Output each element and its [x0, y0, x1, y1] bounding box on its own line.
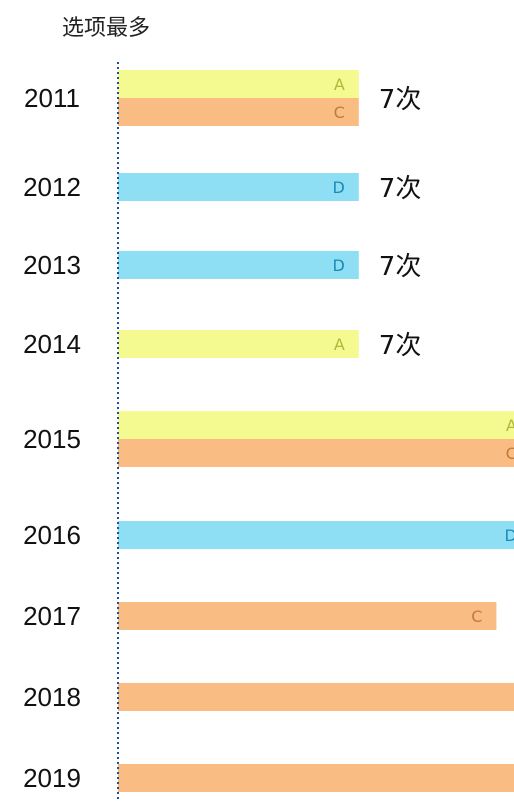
bar-option-label-2015-A: A: [506, 416, 514, 435]
year-label-2014: 2014: [23, 329, 81, 359]
bar-2012-D: [118, 173, 359, 201]
bar-2019-C: [118, 764, 514, 792]
bar-2015-C: [118, 439, 514, 467]
bar-2015-A: [118, 411, 514, 439]
bar-option-label-2012-D: D: [332, 178, 344, 197]
bar-2013-D: [118, 251, 359, 279]
year-label-2013: 2013: [23, 250, 81, 280]
bar-option-label-2015-C: C: [506, 444, 514, 463]
year-label-2015: 2015: [23, 424, 81, 454]
year-label-2011: 2011: [24, 83, 80, 113]
value-label-2012: 7次: [379, 174, 422, 204]
year-label-2012: 2012: [23, 172, 81, 202]
bar-2014-A: [118, 330, 359, 358]
year-label-2017: 2017: [23, 601, 81, 631]
year-label-2019: 2019: [23, 763, 81, 793]
bar-2016-D: [118, 521, 514, 549]
value-label-2014: 7次: [379, 331, 422, 361]
year-label-2016: 2016: [23, 520, 81, 550]
bar-option-label-2016-D: D: [504, 526, 514, 545]
bar-2018-C: [118, 683, 514, 711]
value-label-2011: 7次: [379, 85, 422, 115]
chart-title: 选项最多: [62, 16, 151, 41]
bar-option-label-2013-D: D: [332, 256, 344, 275]
bar-2011-A: [118, 70, 359, 98]
year-label-2018: 2018: [23, 682, 81, 712]
bar-2011-C: [118, 98, 359, 126]
value-label-2013: 7次: [379, 252, 422, 282]
bar-option-label-2011-C: C: [334, 103, 345, 122]
bar-option-label-2011-A: A: [334, 75, 345, 94]
bar-option-label-2014-A: A: [334, 335, 345, 354]
bar-2017-C: [118, 602, 497, 630]
bar-option-label-2017-C: C: [471, 607, 482, 626]
